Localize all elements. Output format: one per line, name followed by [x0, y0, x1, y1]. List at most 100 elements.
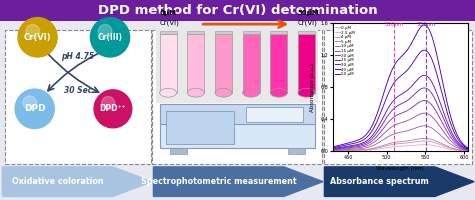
Bar	[160, 104, 315, 124]
30 μM	[383, 111, 389, 113]
Ellipse shape	[187, 88, 204, 97]
5 μM	[415, 138, 420, 140]
Bar	[152, 30, 322, 164]
15 μM	[415, 114, 420, 116]
Bar	[288, 148, 305, 154]
Bar	[270, 34, 287, 93]
20 μM	[374, 135, 380, 138]
0 μM	[415, 150, 420, 152]
Text: Cr(VI): Cr(VI)	[160, 19, 180, 26]
Text: Cr(III): Cr(III)	[97, 33, 123, 42]
25 μM	[428, 91, 433, 93]
Text: Cr(VI): Cr(VI)	[24, 33, 51, 42]
15 μM	[422, 112, 428, 114]
Line: 5 μM: 5 μM	[332, 138, 468, 151]
50 μM	[330, 146, 335, 148]
Circle shape	[18, 18, 57, 57]
15 μM	[383, 130, 389, 133]
Line: 25 μM: 25 μM	[332, 88, 468, 149]
Line: 20 μM: 20 μM	[332, 101, 468, 150]
10 μM	[422, 125, 428, 127]
2.5 μM	[415, 144, 420, 146]
Bar	[298, 34, 315, 93]
5 μM	[383, 143, 389, 146]
Polygon shape	[153, 167, 323, 196]
25 μM	[383, 117, 389, 120]
Text: pH 4.75: pH 4.75	[62, 52, 95, 61]
40 μM	[428, 55, 433, 58]
Text: DPD⁺⁺: DPD⁺⁺	[100, 104, 126, 113]
Line: 50 μM: 50 μM	[332, 25, 468, 148]
4 μM	[428, 140, 433, 143]
Circle shape	[98, 24, 112, 38]
40 μM	[465, 147, 471, 150]
20 μM	[465, 149, 471, 151]
Circle shape	[94, 90, 132, 128]
30 μM	[422, 74, 428, 77]
50 μM	[422, 24, 428, 26]
Bar	[215, 34, 232, 93]
Text: 50μM: 50μM	[298, 10, 320, 16]
Circle shape	[23, 96, 37, 110]
5 μM	[346, 149, 352, 151]
Bar	[160, 31, 177, 34]
25 μM	[374, 132, 380, 134]
X-axis label: Wavelength (nm): Wavelength (nm)	[376, 166, 424, 171]
4 μM	[346, 149, 352, 152]
Line: 40 μM: 40 μM	[332, 50, 468, 148]
Line: 15 μM: 15 μM	[332, 113, 468, 150]
20 μM	[428, 103, 434, 106]
0 μM	[428, 150, 433, 152]
Bar	[187, 31, 204, 34]
40 μM	[346, 143, 352, 146]
2.5 μM	[374, 148, 380, 150]
Bar	[270, 31, 287, 34]
Circle shape	[15, 89, 54, 129]
20 μM	[415, 102, 420, 104]
Bar	[324, 30, 472, 164]
0 μM	[465, 150, 471, 152]
5 μM	[330, 149, 335, 152]
40 μM	[415, 54, 420, 57]
Legend: 0 μM, 2.5 μM, 4 μM, 5 μM, 10 μM, 15 μM, 20 μM, 25 μM, 30 μM, 40 μM, 50 μM: 0 μM, 2.5 μM, 4 μM, 5 μM, 10 μM, 15 μM, …	[334, 25, 356, 77]
Ellipse shape	[243, 88, 259, 97]
5 μM	[428, 138, 434, 141]
20 μM	[346, 147, 352, 149]
50 μM	[346, 142, 352, 144]
4 μM	[374, 147, 380, 149]
40 μM	[422, 49, 428, 51]
Y-axis label: Absorbance (a.u.): Absorbance (a.u.)	[310, 62, 315, 112]
10 μM	[330, 149, 335, 151]
15 μM	[465, 149, 471, 151]
Text: DPD: DPD	[24, 104, 46, 113]
2.5 μM	[346, 149, 352, 152]
Bar	[215, 31, 232, 34]
Text: DPD method for Cr(VI) determination: DPD method for Cr(VI) determination	[98, 4, 377, 17]
Line: 2.5 μM: 2.5 μM	[332, 145, 468, 151]
Ellipse shape	[160, 88, 177, 97]
10 μM	[428, 126, 433, 129]
5 μM	[465, 149, 471, 152]
Text: Spectrophotometric measurement: Spectrophotometric measurement	[141, 177, 296, 186]
Circle shape	[90, 18, 130, 57]
Bar	[160, 104, 315, 148]
0 μM	[330, 150, 335, 152]
30 μM	[465, 148, 471, 150]
10 μM	[346, 148, 352, 151]
2.5 μM	[330, 150, 335, 152]
4 μM	[428, 140, 434, 143]
5 μM	[422, 137, 428, 140]
10 μM	[428, 126, 434, 129]
10 μM	[383, 137, 389, 139]
Polygon shape	[324, 167, 474, 196]
20 μM	[422, 99, 428, 102]
Bar	[187, 34, 204, 93]
Bar	[5, 30, 151, 164]
Text: 30 Sec: 30 Sec	[64, 86, 92, 95]
15 μM	[428, 114, 433, 117]
4 μM	[330, 149, 335, 152]
10 μM	[374, 143, 380, 145]
50 μM	[465, 147, 471, 149]
Ellipse shape	[215, 88, 232, 97]
50 μM	[428, 33, 434, 36]
